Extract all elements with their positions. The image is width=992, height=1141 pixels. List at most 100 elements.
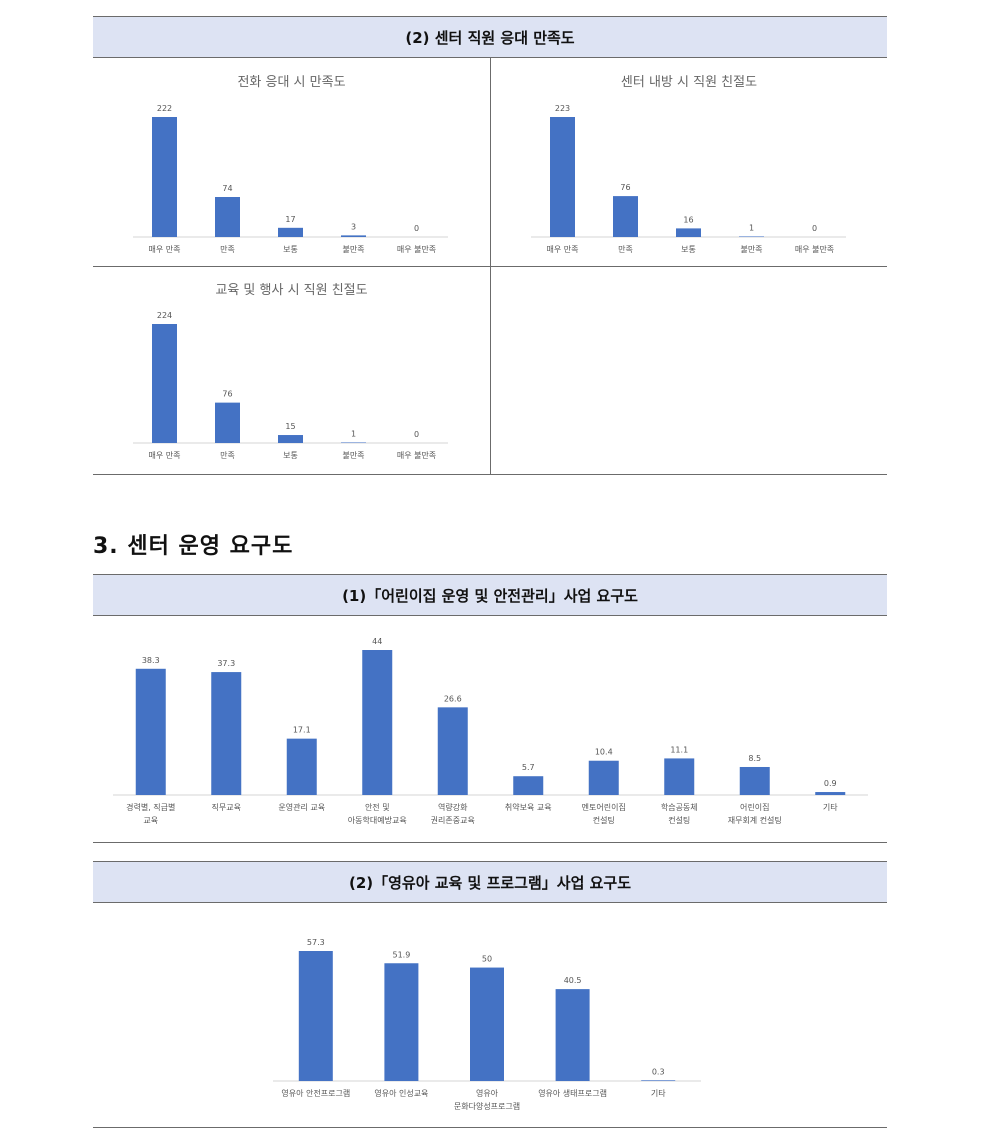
- section-header-operation-safety: (1)「어린이집 운영 및 안전관리」사업 요구도: [93, 574, 887, 616]
- chart-svg: 57.3 영유아 안전프로그램 51.9 영유아 인성교육 50 영유아문화다양성프로그램…: [273, 938, 701, 1111]
- bar: [211, 672, 242, 795]
- bar: [437, 707, 468, 795]
- data-label: 224: [157, 311, 172, 320]
- data-label: 37.3: [217, 659, 235, 668]
- bar: [152, 117, 177, 237]
- bar: [341, 442, 366, 443]
- chart-svg: 223 매우 만족 76 만족 16 보통 1 불만족 0 매우 불만족: [531, 104, 846, 254]
- category-label: 만족: [220, 245, 235, 254]
- bar: [815, 792, 846, 795]
- category-label: 보통: [283, 245, 298, 254]
- bar: [555, 989, 590, 1081]
- data-label: 1: [749, 223, 754, 232]
- data-label: 15: [285, 422, 295, 431]
- category-label: 교육: [143, 816, 158, 825]
- data-label: 50: [482, 955, 492, 964]
- bar: [278, 435, 303, 443]
- chart-svg: 224 매우 만족 76 만족 15 보통 1 불만족 0 매우 불만족: [133, 311, 448, 460]
- category-label: 매우 만족: [149, 451, 181, 460]
- bar: [513, 776, 544, 795]
- data-label: 76: [620, 183, 630, 192]
- bar: [298, 951, 333, 1081]
- category-label: 컨설팅: [593, 815, 615, 825]
- category-label: 매우 만족: [547, 245, 579, 254]
- data-label: 38.3: [142, 656, 160, 665]
- bar: [152, 324, 177, 443]
- category-label: 기타: [651, 1089, 666, 1098]
- data-label: 8.5: [748, 754, 761, 763]
- data-label: 0: [812, 224, 817, 233]
- category-label: 운영관리 교육: [278, 802, 325, 812]
- chart-infant-program-needs: 57.3 영유아 안전프로그램 51.9 영유아 인성교육 50 영유아 문화다양성프로그램…: [93, 904, 887, 1126]
- chart-title: 교육 및 행사 시 직원 친절도: [215, 283, 368, 298]
- data-label: 3: [351, 222, 356, 231]
- data-label: 1: [351, 429, 356, 438]
- data-label: 26.6: [444, 694, 462, 703]
- data-label: 11.1: [670, 745, 688, 754]
- bar: [470, 967, 504, 1081]
- data-label: 223: [555, 104, 570, 113]
- category-label: 영유아 인성교육: [374, 1088, 428, 1098]
- section-header-staff-satisfaction: (2) 센터 직원 응대 만족도: [93, 16, 887, 58]
- bar: [278, 227, 303, 237]
- category-label: 재무회계 컨설팅: [728, 815, 782, 825]
- category-label: 영유아: [476, 1088, 499, 1098]
- category-label: 멘토어린이집: [582, 802, 626, 812]
- chart-svg: 222 매우 만족 74 만족 17 보통 3 불만족 0 매우 불만족: [133, 104, 448, 254]
- bar: [676, 228, 701, 237]
- chart-event-kindness: 교육 및 행사 시 직원 친절도 224 매우 만족 76 만족 15 보통 1 불만족 0 매우…: [93, 267, 490, 474]
- category-label: 아동학대예방교육: [348, 815, 407, 825]
- data-label: 0: [414, 430, 419, 439]
- data-label: 76: [222, 390, 232, 399]
- bar: [362, 650, 393, 795]
- category-label: 권리존중교육: [431, 815, 475, 825]
- category-label: 불만족: [342, 244, 364, 254]
- section-bottom-border: [93, 842, 887, 843]
- bar: [613, 196, 638, 237]
- category-label: 영유아 생태프로그램: [538, 1088, 607, 1098]
- category-label: 안전 및: [365, 802, 390, 812]
- category-label: 직무교육: [212, 802, 241, 812]
- bar: [739, 236, 764, 237]
- data-label: 222: [157, 104, 172, 113]
- bar: [384, 963, 419, 1081]
- section-header-infant-programs: (2)「영유아 교육 및 프로그램」사업 요구도: [93, 861, 887, 903]
- data-label: 40.5: [564, 976, 582, 985]
- data-label: 44: [372, 637, 382, 646]
- category-label: 컨설팅: [668, 815, 690, 825]
- category-label: 보통: [283, 451, 298, 460]
- bar: [664, 758, 695, 795]
- category-label: 보통: [681, 245, 696, 254]
- category-label: 취약보육 교육: [505, 802, 552, 812]
- section-bottom-border: [93, 1127, 887, 1128]
- data-label: 0: [414, 224, 419, 233]
- category-label: 매우 만족: [149, 245, 181, 254]
- bar: [341, 235, 366, 237]
- category-label: 문화다양성프로그램: [454, 1101, 520, 1111]
- data-label: 17.1: [293, 726, 311, 735]
- section-heading: 3. 센터 운영 요구도: [93, 534, 294, 559]
- bar: [550, 117, 575, 237]
- category-label: 역량강화: [438, 802, 468, 812]
- category-label: 어린이집: [740, 802, 769, 812]
- chart-title: 센터 내방 시 직원 친절도: [620, 75, 758, 90]
- category-label: 기타: [823, 803, 838, 812]
- data-label: 51.9: [392, 950, 410, 959]
- data-label: 0.9: [824, 779, 837, 788]
- table-bottom-border: [93, 474, 887, 475]
- category-label: 만족: [618, 245, 633, 254]
- category-label: 매우 불만족: [397, 244, 436, 254]
- data-label: 74: [222, 184, 232, 193]
- data-label: 5.7: [522, 763, 535, 772]
- category-label: 불만족: [342, 450, 364, 460]
- bar: [588, 760, 619, 795]
- bar: [641, 1080, 676, 1081]
- data-label: 17: [285, 215, 295, 224]
- bar: [215, 197, 240, 237]
- chart-visit-kindness: 센터 내방 시 직원 친절도 223 매우 만족 76 만족 16 보통 1 불만족 0 매우 불…: [491, 59, 887, 266]
- data-label: 10.4: [595, 748, 613, 757]
- category-label: 학습공동체: [661, 802, 698, 812]
- chart-title: 전화 응대 시 만족도: [237, 75, 346, 90]
